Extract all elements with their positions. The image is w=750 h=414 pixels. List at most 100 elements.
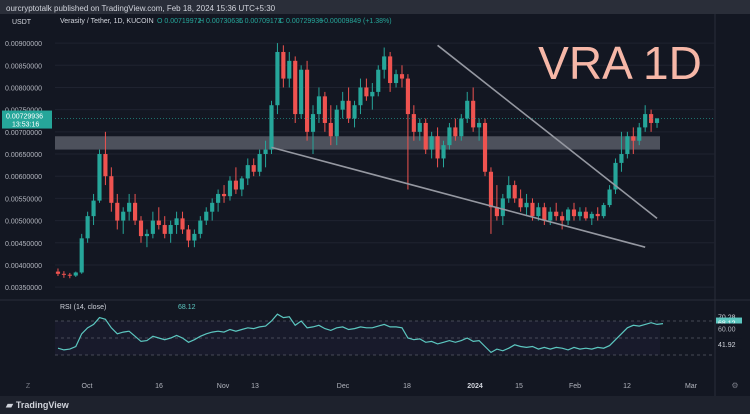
rsi-60-label: 60.00 (718, 327, 736, 334)
falling-wedge-lower-trendline (271, 146, 646, 248)
chart-panel: 0.009000000.008500000.008000000.00750000… (0, 14, 750, 396)
candle-body (305, 69, 310, 132)
candle-body (607, 189, 612, 206)
candle-body (322, 96, 327, 123)
candle-body (524, 202, 529, 208)
candle-body (393, 74, 399, 84)
candle-body (370, 91, 375, 97)
price-tick-label: 0.00450000 (5, 241, 42, 248)
settings-gear-icon[interactable]: ⚙ (731, 381, 738, 390)
candle-body (233, 180, 238, 190)
candle-body (619, 154, 624, 163)
candle-body (328, 122, 333, 137)
price-tick-label: 0.00400000 (5, 263, 42, 270)
candle-body (482, 122, 488, 172)
candle-body (198, 220, 203, 234)
candle-body (405, 78, 410, 115)
candle-body (334, 109, 339, 137)
tradingview-brand-label: TradingView (15, 400, 69, 410)
candle-body (287, 60, 292, 79)
candle-body (310, 114, 316, 132)
candle-body (411, 114, 416, 132)
candle-body (221, 193, 227, 197)
candle-body (548, 211, 553, 221)
time-tick-label: 18 (403, 383, 411, 390)
candle-body (192, 233, 197, 241)
candle-body (459, 118, 464, 137)
candle-body (589, 213, 594, 219)
candle-body (500, 198, 505, 217)
time-tick-label: 13 (251, 383, 259, 390)
candle-body (554, 211, 559, 217)
candle-body (417, 122, 422, 132)
candle-body (293, 60, 298, 115)
candle-body (494, 207, 499, 217)
candle-body (168, 225, 173, 234)
price-tick-label: 0.00800000 (5, 85, 42, 92)
price-chart[interactable]: 0.009000000.008500000.008000000.00750000… (0, 14, 750, 396)
candle-body (625, 136, 630, 155)
rsi-lower-label: 41.92 (718, 342, 736, 349)
candle-body (643, 114, 648, 128)
candle-body (542, 207, 547, 221)
legend-change: +0.00009849 (+1.38%) (320, 18, 392, 25)
candle-body (275, 51, 280, 106)
candle-body (251, 165, 256, 172)
time-tick-label: Mar (685, 383, 698, 390)
candle-body (299, 69, 304, 115)
publish-info: ourcryptotalk published on TradingView.c… (6, 4, 276, 13)
candle-body (536, 207, 541, 217)
candle-body (186, 229, 191, 241)
candle-body (583, 211, 588, 219)
candle-body (67, 274, 72, 276)
candle-body (429, 136, 434, 150)
candle-body (376, 69, 381, 92)
rsi-label: RSI (14, close) (60, 304, 106, 311)
candle-body (358, 87, 363, 106)
time-tick-label: 12 (623, 383, 631, 390)
candle-body (180, 218, 185, 230)
last-price-label: 0.00729936 (6, 114, 43, 121)
candle-body (631, 136, 636, 141)
candle-body (453, 127, 458, 137)
candle-body (649, 114, 654, 123)
candle-body (73, 272, 78, 276)
candle-body (364, 87, 369, 97)
candle-body (55, 271, 61, 274)
timezone-icon[interactable]: Z (26, 383, 31, 390)
candle-body (595, 213, 600, 217)
candle-body (239, 178, 244, 190)
resistance-zone (55, 136, 660, 150)
legend-low: L 0.00709173 (239, 18, 282, 25)
tradingview-brand[interactable]: ▰ TradingView (6, 400, 69, 411)
candle-body (399, 74, 405, 79)
candle-body (263, 149, 268, 155)
candle-body (204, 211, 209, 221)
candle-body (654, 118, 660, 123)
time-tick-label: Oct (82, 383, 93, 390)
candle-body (346, 100, 351, 119)
candle-body (577, 211, 583, 217)
time-tick-label: 15 (515, 383, 523, 390)
price-tick-label: 0.00600000 (5, 174, 42, 181)
candle-body (162, 225, 167, 234)
candle-body (269, 105, 274, 150)
candle-body (560, 216, 565, 221)
candle-body (103, 154, 108, 177)
rsi-60-label-badge (716, 323, 742, 335)
price-tick-label: 0.00350000 (5, 285, 42, 292)
time-tick-label: Feb (569, 383, 581, 390)
candle-body (388, 56, 393, 84)
candle-body (637, 127, 642, 141)
candle-body (156, 220, 161, 226)
falling-wedge-upper-trendline (437, 44, 658, 219)
price-currency-label: USDT (12, 19, 32, 26)
candle-body (423, 122, 428, 150)
candle-body (91, 200, 96, 217)
candle-body (109, 176, 114, 203)
candle-body (477, 122, 482, 128)
candle-body (506, 185, 511, 199)
price-tick-label: 0.00900000 (5, 41, 42, 48)
candle-body (435, 136, 440, 159)
time-tick-label: Dec (337, 383, 350, 390)
